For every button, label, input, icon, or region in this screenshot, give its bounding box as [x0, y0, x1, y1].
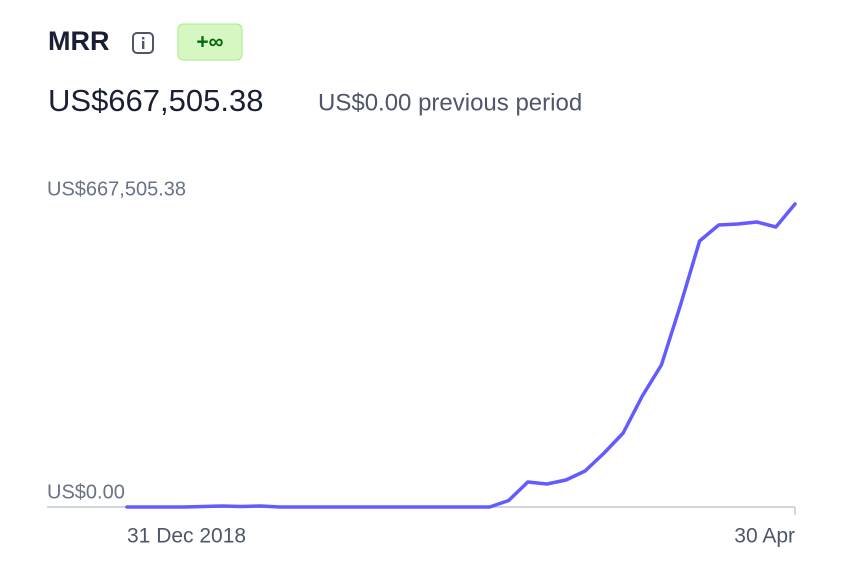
x-tick-label: 31 Dec 2018 — [127, 525, 246, 548]
mrr-line — [125, 202, 797, 509]
previous-period: US$0.00 previous period — [318, 89, 582, 116]
badge-text: +∞ — [196, 31, 223, 54]
info-icon[interactable] — [132, 32, 154, 54]
current-value: US$667,505.38 — [48, 83, 263, 118]
title: MRR — [48, 26, 110, 56]
y-tick-label: US$667,505.38 — [47, 178, 186, 200]
badge — [177, 23, 243, 61]
y-tick-label: US$0.00 — [47, 481, 125, 503]
x-tick-label: 30 Apr — [734, 525, 795, 548]
